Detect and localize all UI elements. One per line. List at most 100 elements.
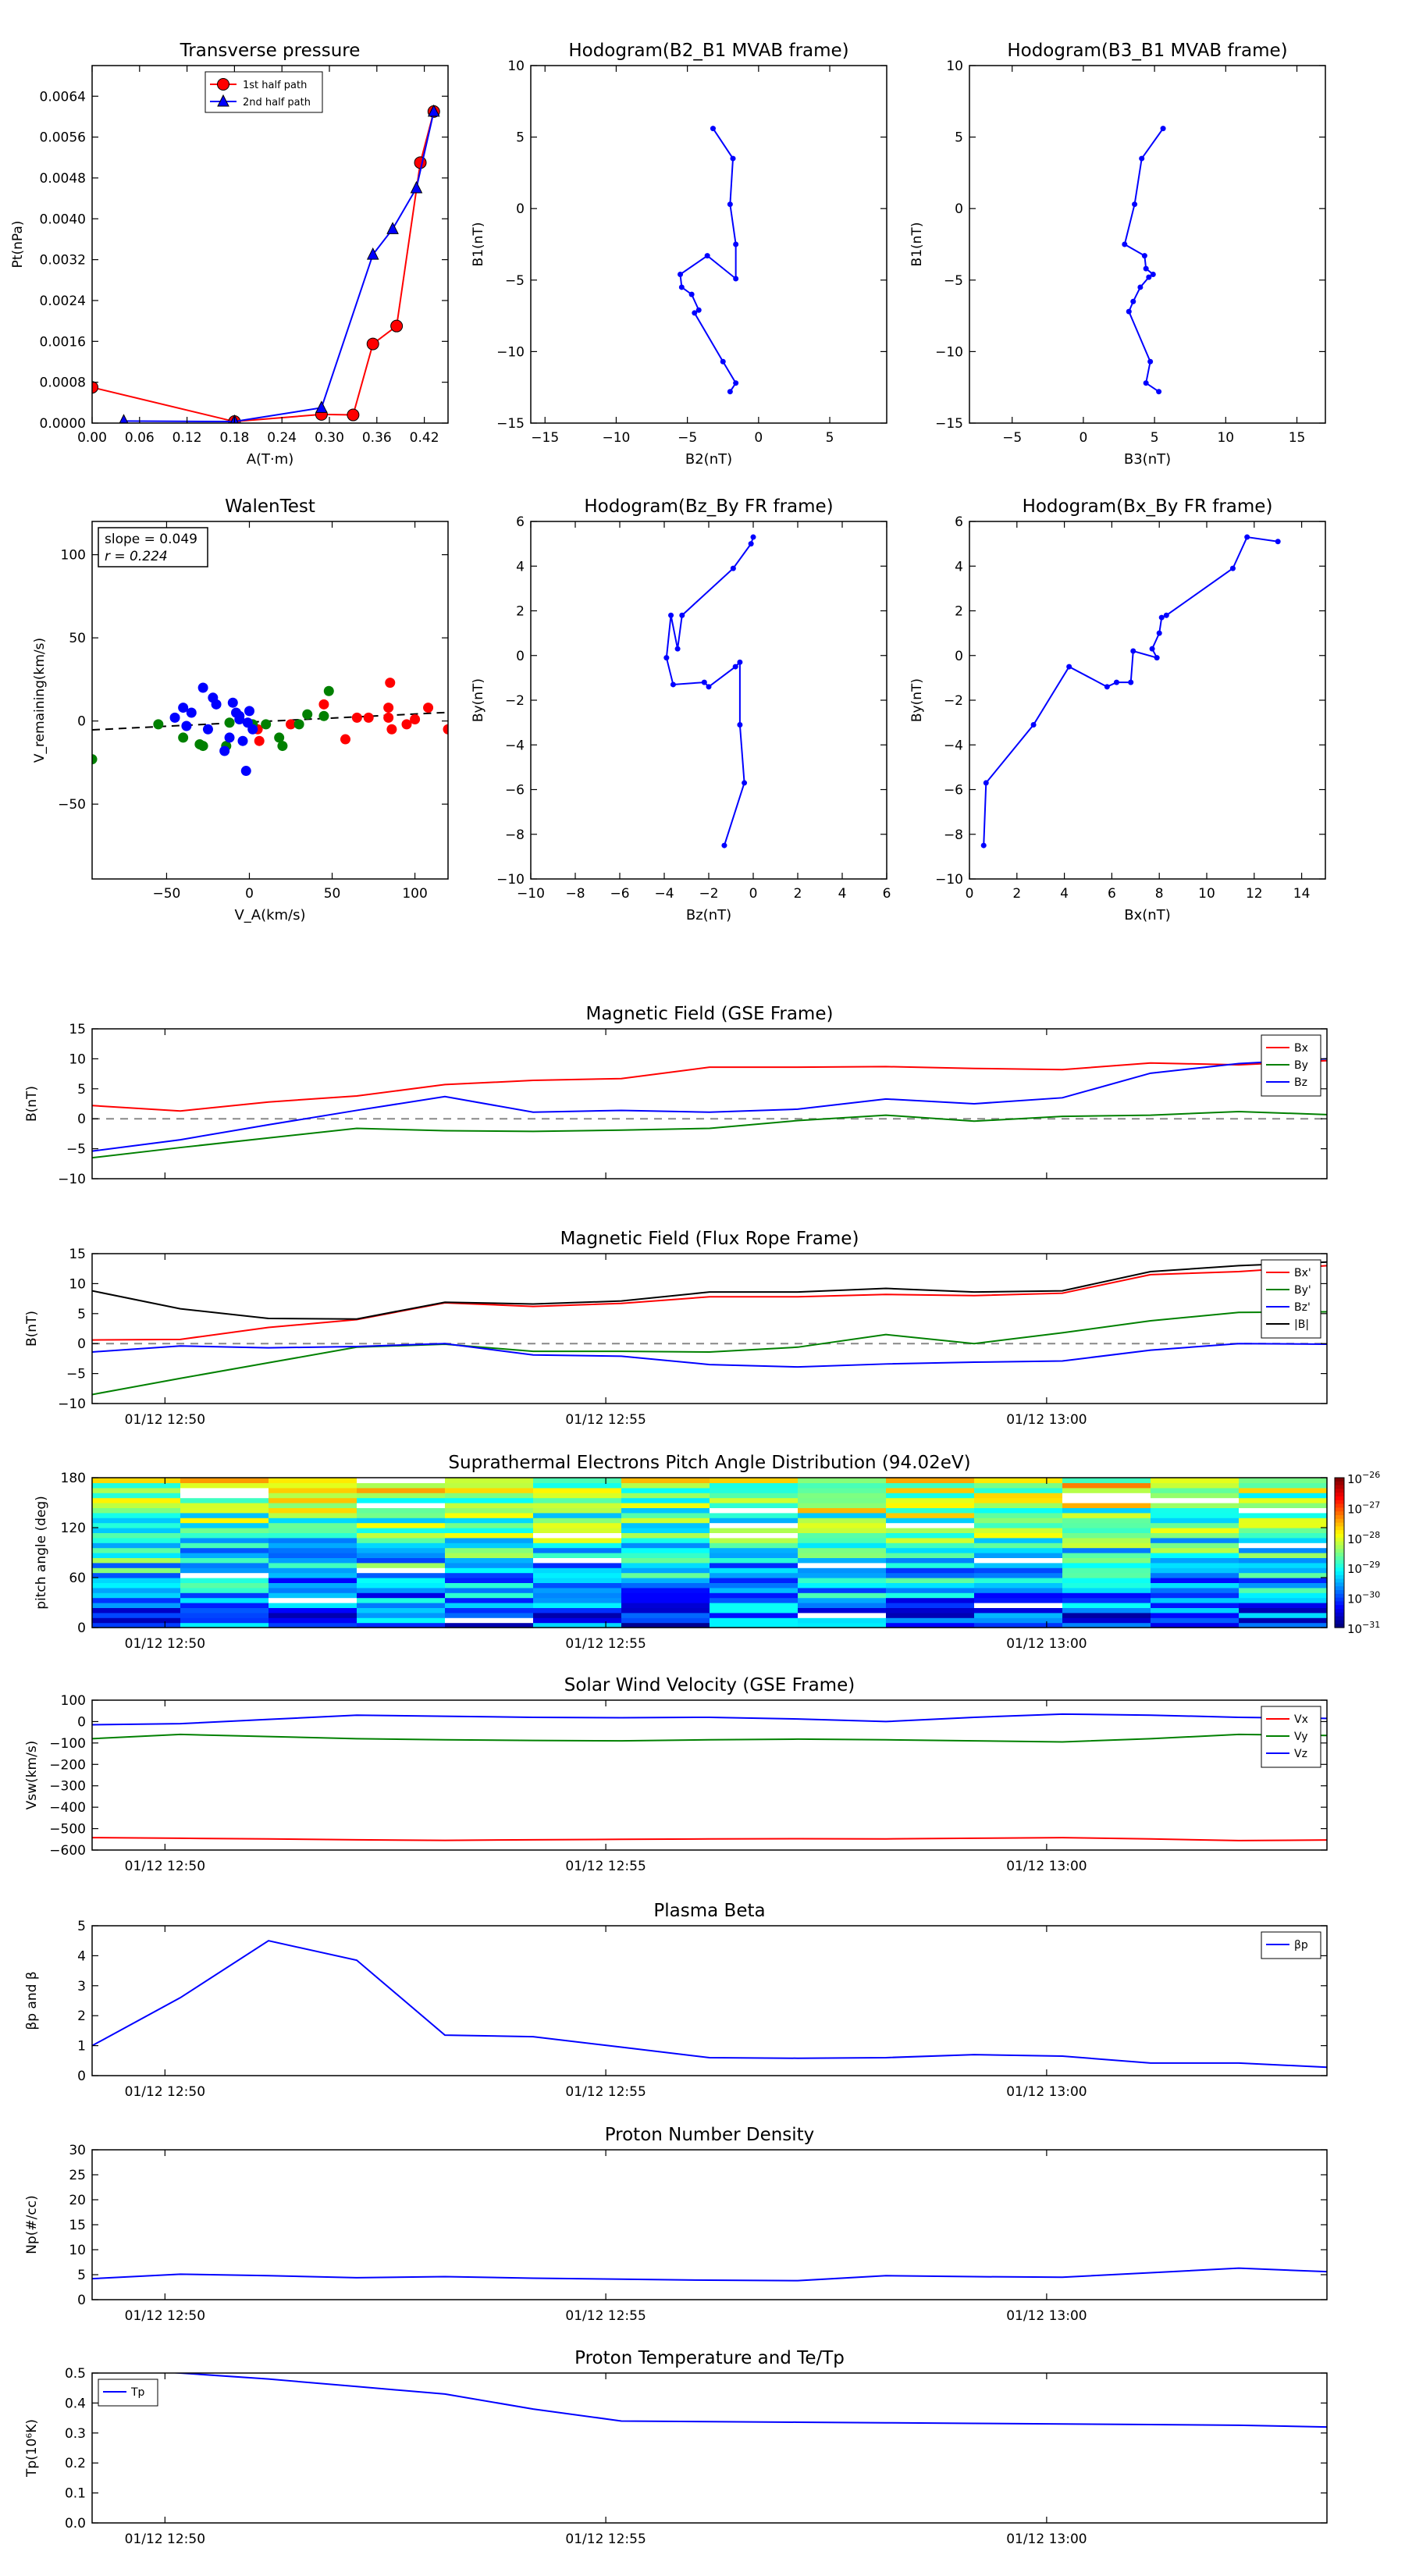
data-point [670, 681, 676, 688]
plot-area [92, 1713, 1327, 1841]
y-axis-label: B(nT) [24, 1086, 40, 1122]
heat-cell [621, 1547, 710, 1553]
data-point [750, 534, 756, 540]
heat-cell [798, 1493, 887, 1499]
y-tick-label: 5 [77, 1307, 86, 1322]
heat-cell [357, 1497, 446, 1503]
heat-cell [1239, 1503, 1328, 1508]
y-tick-label: −10 [935, 344, 963, 360]
x-axis-label: V_A(km/s) [234, 907, 305, 923]
data-point [1146, 274, 1152, 280]
heat-cell [357, 1567, 446, 1574]
heat-cell [1062, 1562, 1151, 1568]
heat-cell [445, 1503, 534, 1508]
y-tick-label: 0.0048 [40, 171, 86, 187]
colorbar-segment [1335, 1578, 1344, 1583]
heat-cell [92, 1507, 181, 1514]
heat-cell [886, 1547, 975, 1553]
heat-cell [974, 1542, 1063, 1549]
y-tick-label: 1 [77, 2039, 86, 2055]
heat-cell [1062, 1497, 1151, 1503]
data-point [1122, 241, 1128, 247]
legend-label: Vx [1294, 1713, 1308, 1726]
y-tick-label: 100 [61, 548, 86, 564]
heat-cell [1239, 1478, 1328, 1483]
heat-cell [1151, 1557, 1240, 1564]
heat-cell [269, 1487, 357, 1493]
heat-cell [92, 1603, 181, 1608]
heat-cell [92, 1532, 181, 1539]
heat-cell [886, 1478, 975, 1483]
y-tick-label: −6 [944, 783, 963, 799]
heat-cell [357, 1542, 446, 1549]
legend-label: |B| [1294, 1318, 1309, 1331]
heat-cell [269, 1542, 357, 1549]
y-tick-label: 100 [61, 1693, 86, 1709]
heat-cell [92, 1553, 181, 1558]
data-point [153, 719, 164, 730]
heat-cell [974, 1603, 1063, 1608]
x-tick-label: 5 [826, 430, 834, 446]
colorbar-segment [1335, 1609, 1344, 1614]
heat-cell [180, 1597, 269, 1603]
colorbar-segment [1335, 1522, 1344, 1527]
y-tick-label: 2 [955, 604, 963, 620]
heat-cell [445, 1497, 534, 1503]
series-line [92, 1311, 1327, 1396]
x-tick-label: −10 [602, 430, 630, 446]
heat-cell [974, 1607, 1063, 1614]
x-tick-label: 0.06 [125, 430, 155, 446]
heat-cell [1151, 1503, 1240, 1508]
heat-cell [1062, 1537, 1151, 1543]
chart-walen: WalenTest −50 0 50 100 −50 0 50 100 V_A(km/s) V_re… [32, 496, 449, 923]
colorbar-segment [1335, 1586, 1344, 1591]
plot-frame [91, 65, 449, 424]
heat-cell [974, 1553, 1063, 1558]
heat-cell [1239, 1542, 1328, 1549]
series-line [679, 128, 737, 393]
heat-cell [533, 1512, 622, 1518]
data-point [277, 741, 288, 752]
heat-cell [269, 1578, 357, 1583]
heat-cell [621, 1512, 710, 1518]
heat-cell [1239, 1517, 1328, 1524]
heat-cell [533, 1553, 622, 1558]
colorbar-label: 10−28 [1347, 1530, 1380, 1546]
heat-cell [1062, 1487, 1151, 1493]
y-tick-label: 0.0000 [40, 416, 86, 432]
heat-cell [269, 1512, 357, 1518]
heat-cell [1239, 1547, 1328, 1553]
data-point [1132, 201, 1138, 208]
y-tick-label: −5 [944, 273, 963, 289]
data-point [286, 719, 297, 730]
x-tick-label: 10 [1198, 886, 1215, 902]
heat-cell [621, 1497, 710, 1503]
heat-cell [533, 1503, 622, 1508]
heat-cell [533, 1487, 622, 1493]
x-tick-label: −4 [654, 886, 674, 902]
heat-cell [445, 1522, 534, 1528]
x-tick-label: 0 [754, 430, 763, 446]
series-line [92, 1058, 1327, 1152]
heat-cell [533, 1517, 622, 1524]
heat-cell [92, 1542, 181, 1549]
data-point [217, 78, 229, 91]
heat-cell [533, 1607, 622, 1614]
data-point [1147, 358, 1154, 365]
x-tick-label: 4 [1060, 886, 1069, 902]
data-point [410, 180, 423, 194]
heat-cell [1239, 1522, 1328, 1528]
heat-cell [269, 1587, 357, 1593]
heat-cell [798, 1497, 887, 1503]
heat-cell [357, 1537, 446, 1543]
heat-cell [886, 1607, 975, 1614]
heat-cell [1062, 1617, 1151, 1624]
plot-frame [969, 521, 1326, 880]
colorbar-segment [1335, 1534, 1344, 1539]
y-tick-label: 15 [69, 1022, 86, 1037]
data-point [240, 766, 251, 777]
colorbar-segment [1335, 1612, 1344, 1617]
y-tick-label: 0 [955, 201, 963, 217]
data-point [323, 685, 334, 696]
